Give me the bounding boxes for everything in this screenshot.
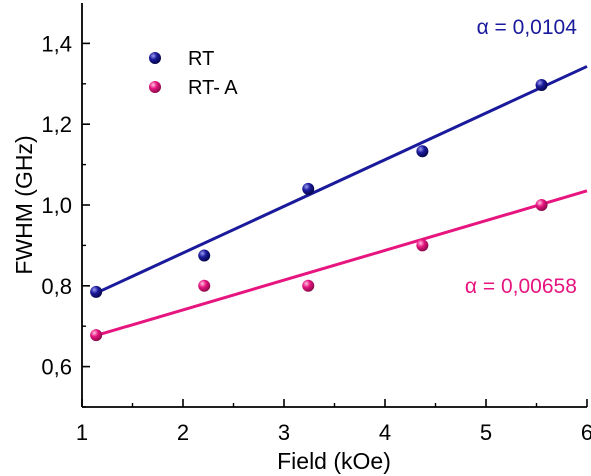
fit-line-rt: [95, 65, 588, 295]
y-tick-label: 0,6: [41, 355, 72, 380]
legend-label-rt-a: RT- A: [188, 77, 238, 99]
legend: RT RT- A: [149, 48, 238, 99]
x-tick-label: 1: [76, 420, 88, 445]
x-tick-label: 6: [581, 420, 591, 445]
x-tick-label: 2: [177, 420, 189, 445]
y-tick-label: 0,8: [41, 274, 72, 299]
x-tick-label: 3: [278, 420, 290, 445]
data-point-rt-a: [535, 199, 548, 211]
y-tick-label: 1,4: [41, 31, 72, 56]
data-point-rt-a: [302, 279, 315, 292]
y-ticks: 0,6 0,8 1,0 1,2 1,4: [41, 31, 90, 408]
data-point-rt: [535, 79, 548, 92]
x-ticks: 1 2 3 4 5 6: [76, 399, 591, 445]
data-points: [90, 79, 548, 342]
x-tick-label: 4: [379, 420, 391, 445]
data-point-rt: [198, 249, 211, 262]
x-tick-label: 5: [480, 420, 492, 445]
legend-label-rt: RT: [188, 48, 214, 70]
plot-frame: [81, 3, 587, 408]
x-axis-title: Field (kOe): [277, 448, 391, 474]
legend-marker-rt: [149, 52, 161, 64]
alpha-annotation-rt: α = 0,0104: [477, 16, 578, 39]
fit-lines: [95, 65, 588, 337]
data-point-rt-a: [416, 239, 429, 252]
data-point-rt-a: [198, 279, 211, 292]
data-point-rt-a: [90, 329, 103, 342]
y-tick-label: 1,0: [41, 193, 72, 218]
fit-line-rt-a: [95, 189, 588, 337]
data-point-rt: [90, 285, 103, 298]
alpha-annotation-rt-a: α = 0,00658: [465, 275, 577, 298]
data-point-rt: [416, 145, 429, 158]
y-tick-label: 1,2: [41, 112, 72, 137]
legend-marker-rt-a: [149, 81, 161, 93]
y-axis-title: FWHM (GHz): [11, 135, 37, 274]
data-point-rt: [302, 182, 315, 195]
